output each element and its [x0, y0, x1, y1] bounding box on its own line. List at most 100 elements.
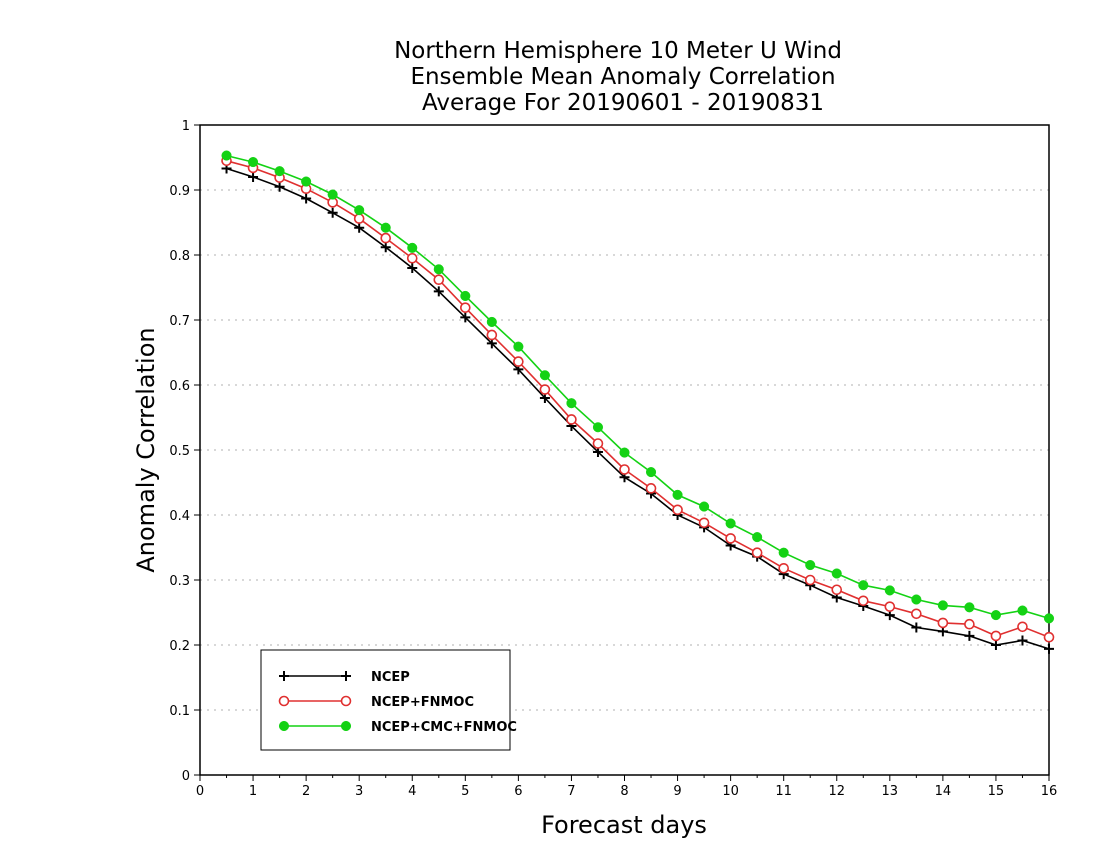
series-2-point-8	[433, 264, 444, 275]
series-0-point-4	[327, 207, 338, 218]
legend-box	[260, 649, 511, 751]
series-1-point-31	[1043, 631, 1055, 643]
series-1-point-10	[486, 329, 498, 341]
series-1-point-30	[1017, 621, 1028, 633]
y-tick-label-6: 0.6	[169, 379, 190, 394]
title-line-1: Northern Hemisphere 10 Meter U Wind	[394, 38, 842, 64]
series-2-point-14	[592, 422, 604, 433]
legend-label-1: NCEP+FNMOC	[371, 695, 474, 710]
legend-marker-end-1	[340, 695, 352, 707]
series-2-point-22	[805, 560, 816, 571]
x-tick-label-15: 15	[988, 784, 1005, 799]
series-1-point-19	[725, 533, 736, 544]
series-2-point-1	[248, 157, 259, 168]
series-2-point-31	[1043, 613, 1055, 624]
y-tick-label-1: 0.1	[169, 704, 190, 719]
series-2-point-26	[911, 594, 922, 605]
x-tick-label-11: 11	[775, 784, 792, 799]
x-tick-label-13: 13	[882, 784, 899, 799]
series-1-point-29	[990, 630, 1002, 642]
x-tick-label-4: 4	[408, 784, 416, 799]
x-tick-label-2: 2	[302, 784, 310, 799]
y-tick-label-10: 1	[182, 119, 190, 134]
series-1-point-27	[937, 617, 949, 629]
series-2-point-10	[486, 316, 497, 328]
legend-marker-end-2	[340, 720, 352, 732]
series-2-point-3	[301, 176, 312, 187]
title-line-2: Ensemble Mean Anomaly Correlation	[410, 64, 835, 90]
series-2-point-29	[990, 610, 1001, 621]
series-1-point-21	[778, 562, 789, 574]
series-0-point-26	[911, 622, 922, 633]
series-2-point-23	[831, 568, 842, 579]
series-1-point-12	[539, 384, 551, 395]
series-0-point-6	[380, 242, 391, 253]
series-1-point-15	[619, 464, 630, 475]
legend-marker-start-1	[278, 695, 290, 707]
series-0-point-31	[1044, 643, 1054, 654]
series-0-point-9	[460, 312, 471, 323]
series-1-point-28	[964, 618, 975, 630]
series-2-point-16	[645, 467, 657, 478]
series-2-point-0	[221, 150, 232, 161]
title-line-3: Average For 20190601 - 20190831	[422, 90, 824, 116]
series-0-point-29	[990, 640, 1001, 650]
series-0-point-28	[964, 630, 975, 641]
series-2-point-12	[539, 370, 550, 381]
series-2-point-21	[778, 547, 789, 558]
chart-title: Northern Hemisphere 10 Meter U Wind Ense…	[394, 38, 842, 116]
series-1-point-11	[513, 356, 524, 367]
y-tick-label-5: 0.5	[169, 444, 190, 459]
y-axis: 0 0.1 0.2 0.3 0.4 0.5 0.6 0.7 0.8 0.9 1	[169, 119, 200, 784]
series-1-point-23	[831, 584, 843, 596]
series-2-point-19	[725, 518, 736, 529]
series-1-point-8	[433, 274, 445, 286]
series-0-point-2	[274, 181, 285, 192]
series-2-point-30	[1017, 605, 1028, 616]
x-tick-label-3: 3	[355, 784, 363, 799]
y-tick-label-8: 0.8	[169, 249, 190, 264]
series-2-point-6	[380, 222, 391, 233]
series-2-point-13	[566, 398, 577, 409]
y-tick-label-4: 0.4	[169, 509, 190, 524]
series-1-point-7	[406, 252, 418, 264]
series-2-point-9	[460, 290, 471, 302]
y-tick-label-7: 0.7	[169, 314, 190, 329]
grid	[200, 189, 1049, 711]
series-1-point-20	[751, 547, 763, 559]
x-tick-label-14: 14	[935, 784, 952, 799]
series-2-point-20	[752, 532, 763, 543]
series-1-point-17	[672, 504, 683, 516]
series-1-point-13	[566, 414, 577, 425]
x-tick-label-7: 7	[567, 784, 575, 799]
x-tick-label-5: 5	[461, 784, 469, 799]
series-1-point-6	[380, 232, 392, 244]
x-tick-label-16: 16	[1041, 784, 1058, 799]
series-1-point-5	[353, 213, 365, 224]
series-1-point-24	[857, 595, 869, 607]
series-1-point-22	[804, 574, 816, 586]
x-tick-label-1: 1	[249, 784, 257, 799]
series-0-point-5	[354, 222, 365, 233]
x-tick-label-10: 10	[722, 784, 739, 799]
series-1-point-18	[698, 517, 710, 529]
legend-marker-start-2	[278, 720, 290, 732]
y-tick-label-3: 0.3	[169, 574, 190, 589]
series-0-point-3	[301, 193, 312, 204]
series-2-point-5	[354, 205, 365, 216]
y-tick-label-2: 0.2	[169, 639, 190, 654]
y-tick-label-0: 0	[182, 769, 190, 784]
y-axis-label: Anomaly Correlation	[132, 327, 160, 572]
series-2-point-11	[513, 341, 524, 352]
legend-label-0: NCEP	[371, 670, 410, 685]
x-tick-label-8: 8	[620, 784, 628, 799]
series-1-point-26	[911, 608, 922, 620]
series-1-point-16	[645, 483, 657, 494]
series-1-point-14	[592, 438, 604, 449]
x-axis-label: Forecast days	[541, 811, 707, 839]
series-area	[221, 150, 1055, 654]
series-1-point-25	[884, 601, 896, 612]
x-tick-label-0: 0	[196, 784, 204, 799]
legend-marker-end-0	[341, 671, 351, 681]
